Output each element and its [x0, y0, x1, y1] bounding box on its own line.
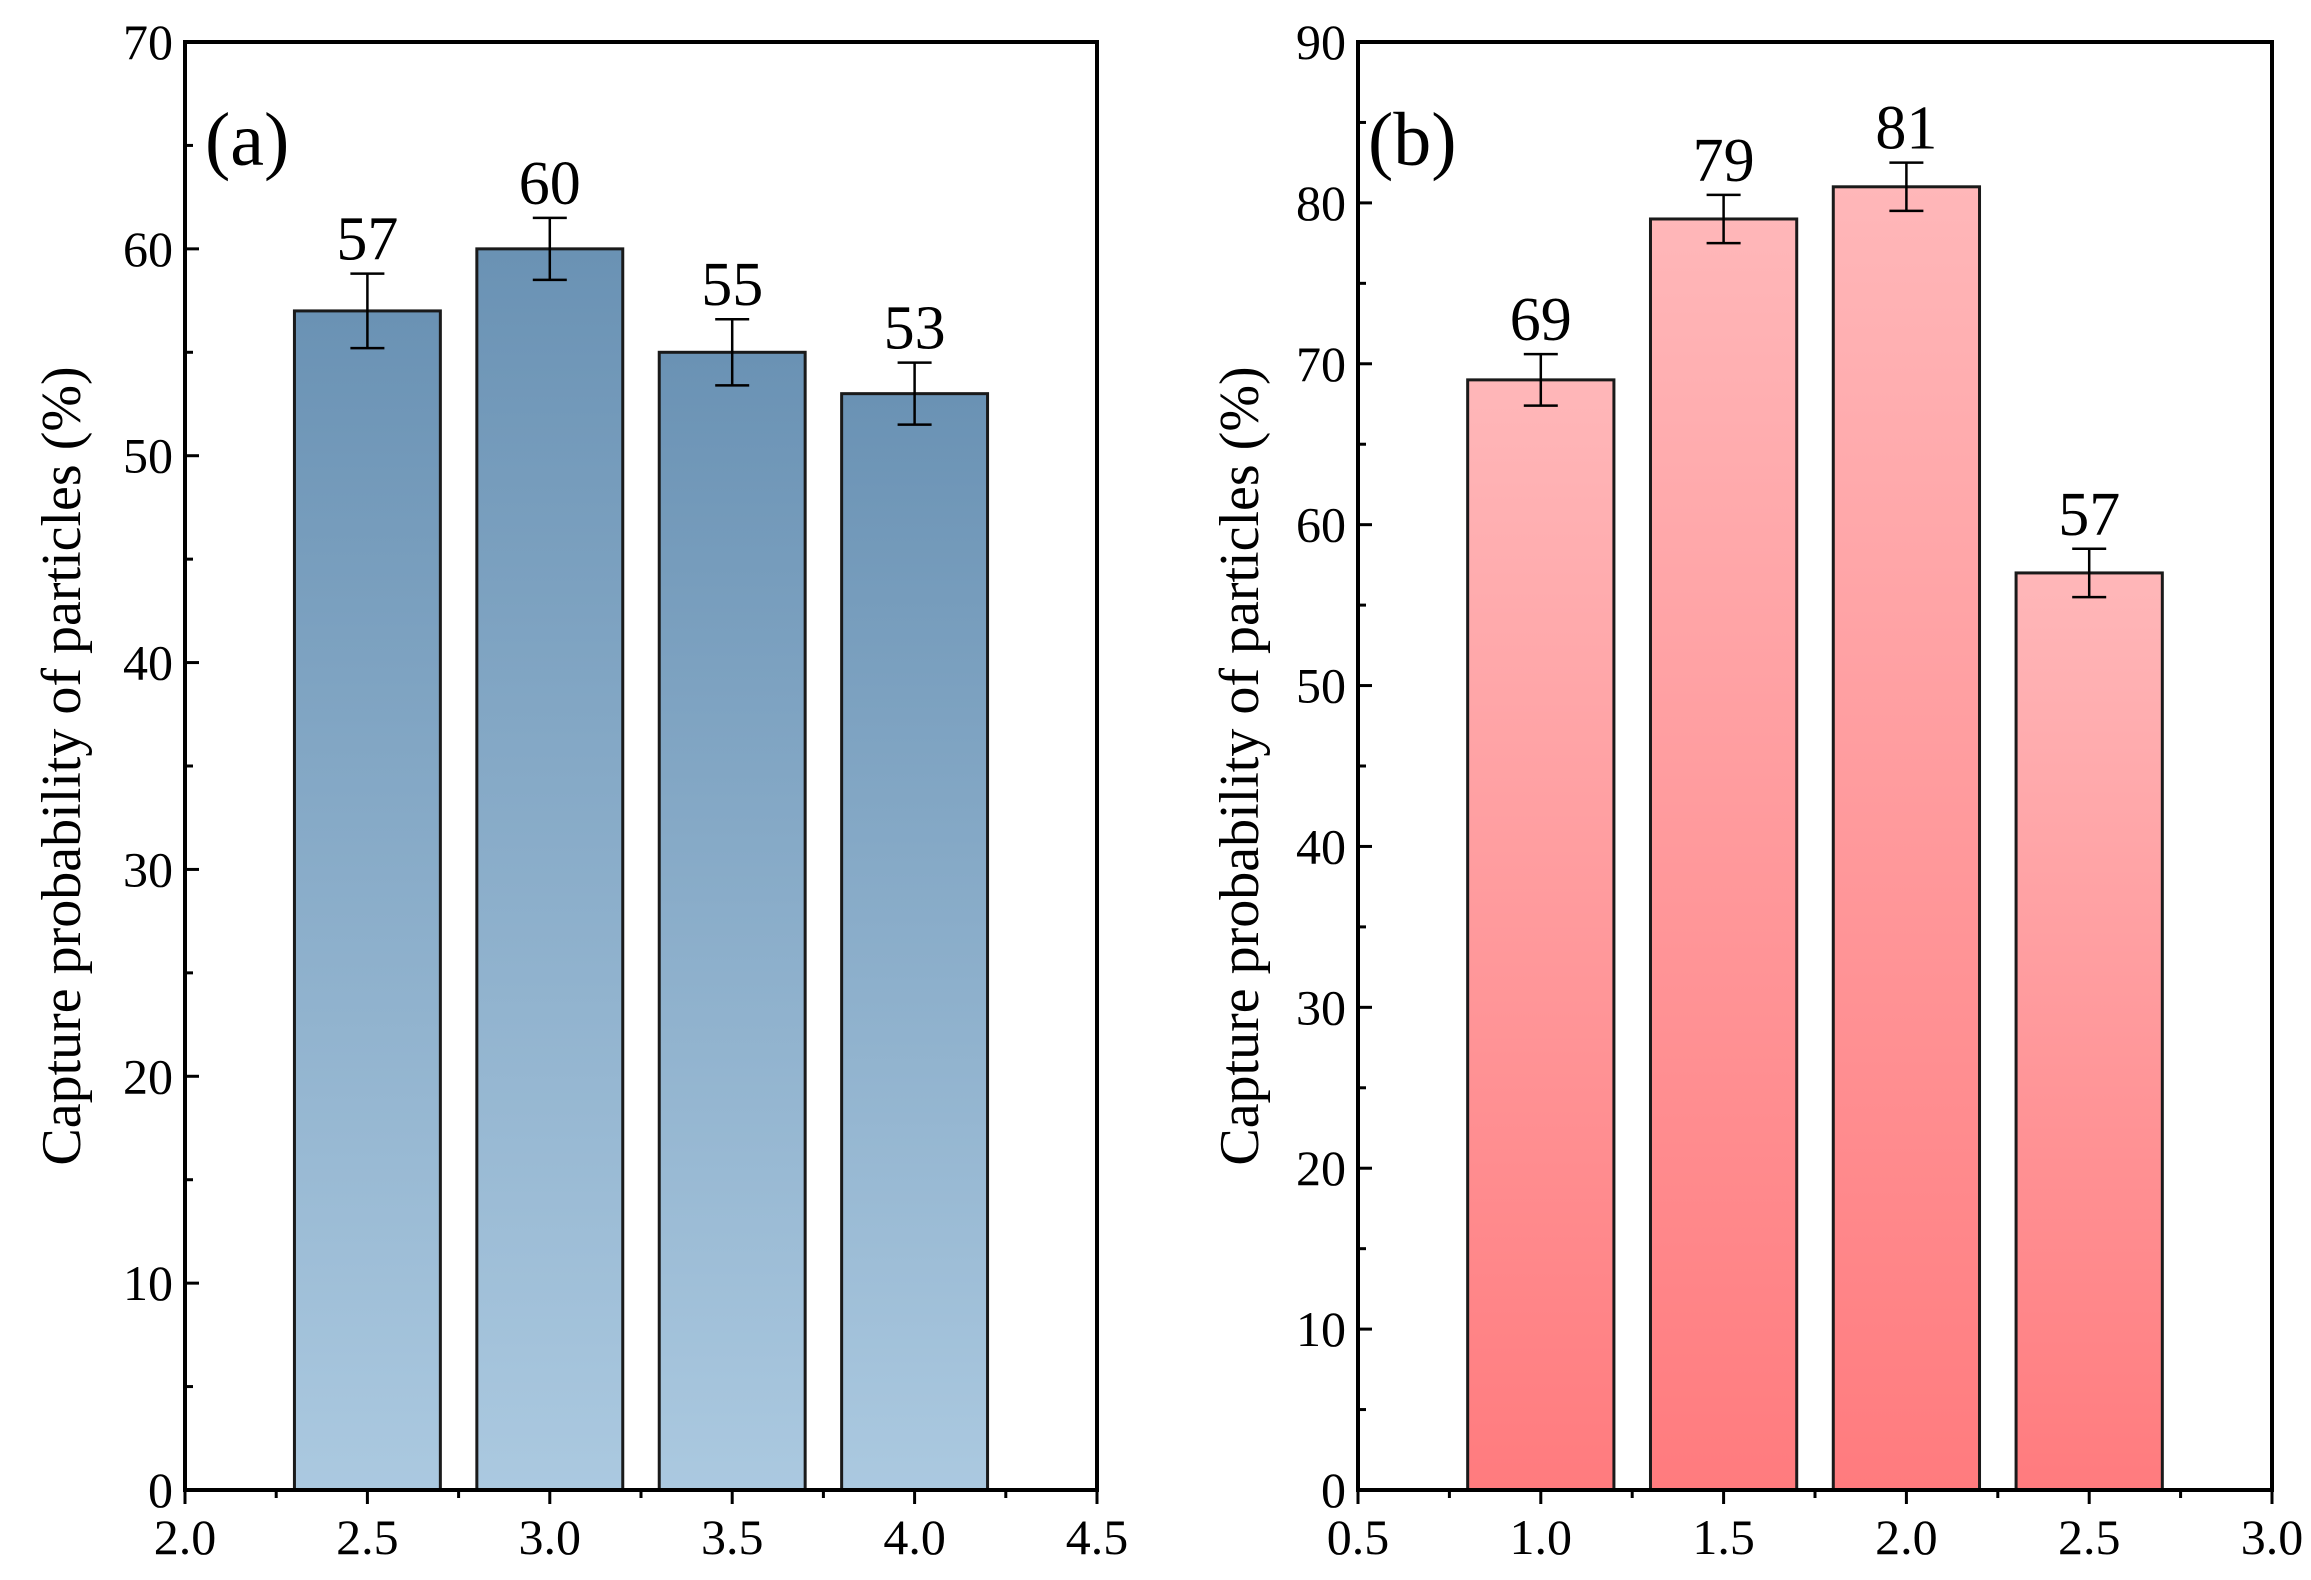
value-label-b-1: 69	[1510, 286, 1572, 354]
value-label-a-2: 60	[519, 150, 581, 218]
bar-a-4	[840, 392, 990, 1492]
panel-label-b: (b)	[1368, 98, 1457, 182]
error-bar-b-1	[1523, 352, 1558, 407]
x-tick-label-b: 1.5	[1692, 1509, 1755, 1565]
y-tick-label-a: 30	[123, 841, 173, 897]
bars-b	[1466, 185, 2164, 1492]
error-bar-b-3	[1889, 161, 1924, 213]
error-bar-a-4	[897, 361, 932, 426]
y-axis-title-a: Capture probability of particles (%)	[31, 366, 93, 1165]
y-tick-label-b: 30	[1296, 979, 1346, 1035]
y-tick-label-b: 80	[1296, 175, 1346, 231]
value-label-a-4: 53	[884, 295, 946, 363]
y-tick-label-b: 40	[1296, 818, 1346, 874]
error-bar-a-3	[715, 317, 750, 387]
y-tick-label-b: 20	[1296, 1140, 1346, 1196]
y-tick-label-a: 40	[123, 635, 173, 691]
panel-label-a: (a)	[205, 98, 289, 182]
value-label-a-1: 57	[336, 206, 398, 274]
y-ticks-a: 0 10 20 30 40 50 60 70	[123, 14, 199, 1518]
error-bar-a-2	[532, 216, 567, 282]
y-axis-title-b: Capture probability of particles (%)	[1209, 366, 1271, 1165]
chart-panel-a: 57 60 55 53 0 10 20 30 40 50 60 70 2.0 2.5 3.0 3.5 4.0…	[31, 14, 1128, 1565]
x-ticks-b: 0.5 1.0 1.5 2.0 2.5 3.0	[1327, 1490, 2304, 1565]
error-bar-b-4	[2072, 547, 2107, 599]
y-ticks-b: 0 10 20 30 40 50 60 70 80 90	[1296, 14, 1372, 1518]
y-tick-label-a: 70	[123, 14, 173, 70]
y-tick-label-a: 0	[148, 1462, 173, 1518]
x-tick-label-b: 0.5	[1327, 1509, 1390, 1565]
x-tick-label-a: 2.5	[336, 1509, 399, 1565]
chart-panel-b: 69 79 81 57 0 10 20 30 40 50 60 70 80 90 0.5 1.0 1.5 2.…	[1209, 14, 2303, 1565]
x-tick-label-b: 2.0	[1875, 1509, 1938, 1565]
value-labels-a: 57 60 55 53	[336, 150, 945, 363]
value-label-a-3: 55	[701, 251, 763, 319]
bar-a-3	[657, 350, 807, 1492]
error-bars-b	[1523, 161, 2107, 599]
value-label-b-2: 79	[1693, 127, 1755, 195]
bars-a	[292, 247, 990, 1492]
bar-a-1	[292, 309, 442, 1492]
x-tick-label-a: 4.0	[883, 1509, 946, 1565]
bar-b-1	[1466, 378, 1616, 1492]
x-tick-label-b: 3.0	[2241, 1509, 2304, 1565]
y-tick-label-a: 60	[123, 221, 173, 277]
x-tick-label-b: 2.5	[2058, 1509, 2121, 1565]
value-label-b-4: 57	[2058, 481, 2120, 549]
bar-a-2	[475, 247, 625, 1492]
x-tick-label-a: 2.0	[154, 1509, 217, 1565]
y-tick-label-a: 10	[123, 1255, 173, 1311]
x-tick-label-a: 3.0	[519, 1509, 582, 1565]
y-tick-label-b: 50	[1296, 658, 1346, 714]
error-bars-a	[350, 216, 932, 426]
x-tick-label-a: 3.5	[701, 1509, 764, 1565]
y-tick-label-a: 20	[123, 1048, 173, 1104]
y-tick-label-b: 60	[1296, 497, 1346, 553]
y-tick-label-b: 70	[1296, 336, 1346, 392]
y-tick-label-a: 50	[123, 428, 173, 484]
x-tick-label-b: 1.0	[1510, 1509, 1573, 1565]
error-bar-a-1	[350, 272, 385, 350]
y-tick-label-b: 0	[1321, 1462, 1346, 1518]
value-labels-b: 69 79 81 57	[1510, 95, 2120, 549]
bar-b-3	[1831, 185, 1982, 1492]
y-tick-label-b: 10	[1296, 1301, 1346, 1357]
bar-b-2	[1648, 217, 1799, 1492]
x-ticks-a: 2.0 2.5 3.0 3.5 4.0 4.5	[154, 1490, 1129, 1565]
error-bar-b-2	[1706, 193, 1741, 245]
value-label-b-3: 81	[1875, 95, 1937, 163]
x-tick-label-a: 4.5	[1066, 1509, 1129, 1565]
y-tick-label-b: 90	[1296, 14, 1346, 70]
bar-b-4	[2014, 571, 2164, 1492]
